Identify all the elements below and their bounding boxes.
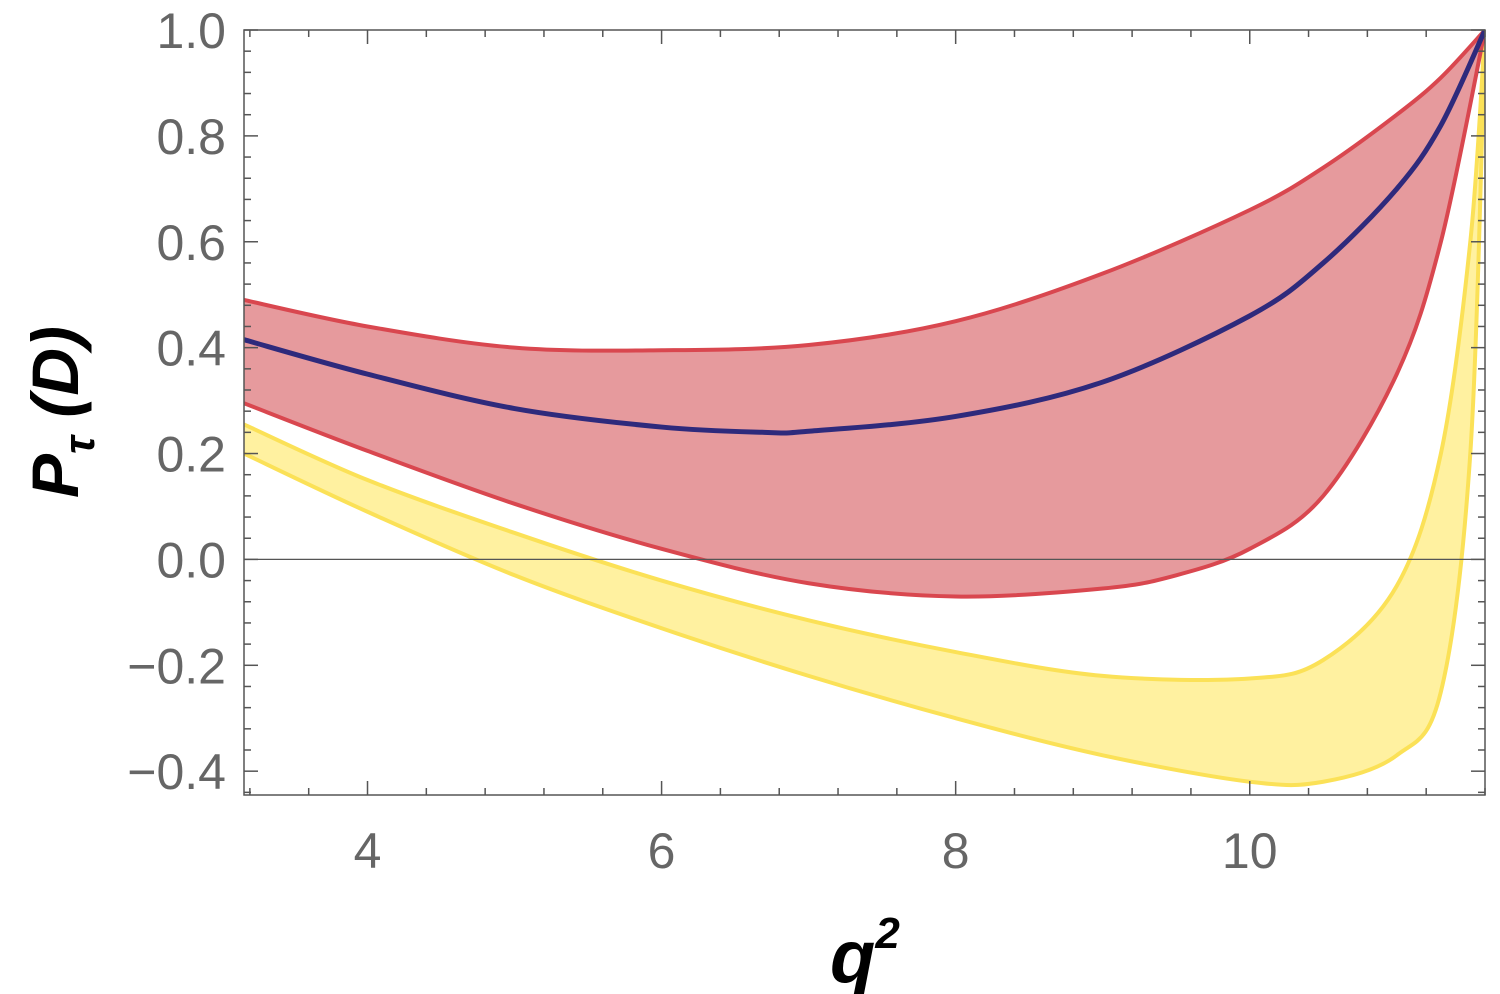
y-tick-label: 0.0 xyxy=(156,532,226,588)
series-line-0 xyxy=(244,30,1485,436)
x-tick-label: 4 xyxy=(354,823,382,879)
ticks-layer xyxy=(244,29,1486,795)
x-axis-title-sup: 2 xyxy=(874,909,900,958)
x-axis-title: q2 xyxy=(830,909,900,994)
red-band-area xyxy=(244,30,1485,597)
labels-layer: 4 6 8 10 −0.4 −0.2 0.0 0.2 0.4 0.6 0.8 1.0 xyxy=(127,3,1277,879)
y-tick-label: −0.4 xyxy=(127,744,226,800)
y-tick-label: 0.6 xyxy=(156,215,226,271)
y-tick-label: −0.2 xyxy=(127,638,226,694)
y-tick-label: 1.0 xyxy=(156,3,226,59)
x-tick-label: 10 xyxy=(1222,823,1278,879)
yellow-band-lower-edge xyxy=(244,30,1485,788)
x-tick-label: 6 xyxy=(648,823,676,879)
x-axis-title-base: q xyxy=(830,915,875,994)
y-axis-title: Pτ (D) xyxy=(18,326,104,498)
y-axis-title-sub: τ xyxy=(55,434,104,454)
red-band-upper-edge xyxy=(244,30,1485,353)
x-tick-label: 8 xyxy=(942,823,970,879)
plot-frame xyxy=(243,29,1486,796)
red-band-lower-edge xyxy=(244,30,1485,599)
y-axis-title-rest: (D) xyxy=(18,326,92,436)
y-tick-label: 0.4 xyxy=(156,321,226,377)
bands-layer xyxy=(244,30,1485,788)
y-tick-label: 0.2 xyxy=(156,427,226,483)
y-axis-title-base: P xyxy=(18,453,92,498)
y-tick-label: 0.8 xyxy=(156,109,226,165)
yellow-band-upper-edge xyxy=(244,30,1485,683)
lines-layer xyxy=(244,30,1485,561)
